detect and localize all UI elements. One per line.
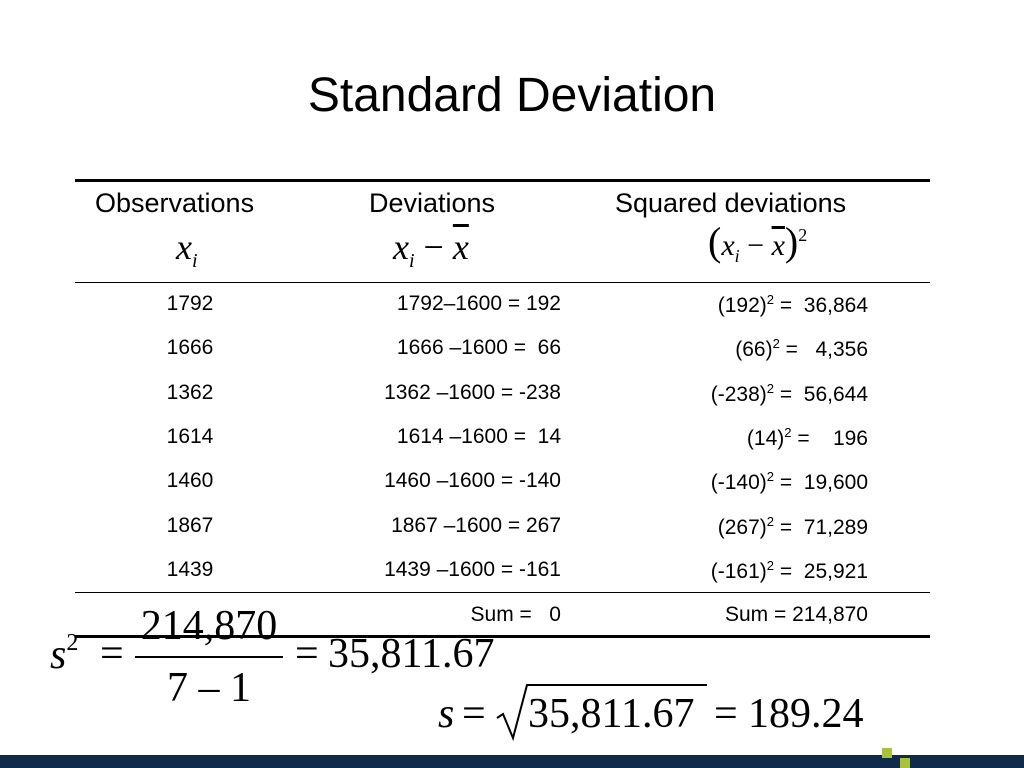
- fraction-bar: [135, 656, 283, 658]
- footer-bar: [0, 755, 1024, 768]
- square-result: = 25,921: [774, 559, 868, 583]
- formula-squared: (xi − x)2: [708, 218, 807, 267]
- subscript: i: [734, 246, 740, 266]
- header-deviations: Deviations: [369, 188, 496, 218]
- square-base: (-238): [710, 382, 767, 406]
- formula-xi: xi: [176, 226, 198, 273]
- square-base: (267): [717, 515, 767, 539]
- equals: =: [100, 631, 124, 677]
- squared-cell: (-161)2 = 25,921: [711, 558, 868, 584]
- squared-cell: (192)2 = 36,864: [718, 292, 868, 318]
- observation-cell: 1362: [166, 380, 214, 404]
- sd-result: 189.24: [748, 691, 864, 737]
- header-squared: Squared deviations: [615, 188, 847, 218]
- square-exponent: 2: [766, 292, 774, 307]
- paren: ): [784, 219, 799, 264]
- square-exponent: 2: [772, 336, 780, 352]
- square-result: = 36,864: [774, 294, 868, 317]
- observation-cell: 1867: [166, 513, 214, 537]
- radicand: 35,811.67: [528, 691, 695, 737]
- square-result: = 196: [791, 426, 868, 450]
- square-exponent: 2: [766, 513, 774, 529]
- radical-sign: [496, 684, 707, 742]
- square-exponent: 2: [766, 469, 774, 485]
- deviation-cell: 1460 –1600 = -140: [384, 469, 561, 493]
- deviation-cell: 1666 –1600 = 66: [396, 336, 561, 360]
- deviation-cell: 1792–1600 = 192: [396, 292, 561, 315]
- observation-cell: 1666: [166, 336, 214, 360]
- observation-cell: 1439: [166, 557, 214, 581]
- equals: =: [295, 631, 319, 677]
- minus: −: [423, 227, 444, 267]
- mean-symbol: x: [452, 227, 469, 267]
- subscript: i: [191, 250, 198, 273]
- square-exponent: 2: [784, 424, 792, 440]
- variance-lhs: s2: [50, 630, 78, 679]
- formula-deviation: xi − x: [393, 226, 469, 273]
- footer-square: [900, 758, 910, 768]
- observation-cell: 1460: [166, 469, 214, 493]
- table-top-rule: [75, 179, 930, 182]
- deviation-cell: 1867 –1600 = 267: [391, 513, 561, 537]
- squared-cell: (267)2 = 71,289: [718, 514, 868, 540]
- square-result: = 19,600: [774, 471, 868, 495]
- square-base: (-140): [710, 471, 767, 495]
- numerator: 214,870: [140, 603, 278, 649]
- square-result: = 56,644: [774, 382, 868, 406]
- exponent: 2: [798, 225, 808, 245]
- denominator: 7 – 1: [167, 665, 251, 711]
- sum-deviations: Sum = 0: [470, 603, 561, 626]
- table-bottom-rule: [75, 635, 930, 638]
- sd-symbol: s: [438, 691, 455, 737]
- symbol: x: [721, 229, 735, 262]
- minus: −: [747, 229, 765, 262]
- header-observations: Observations: [95, 188, 255, 218]
- squared-cell: (14)2 = 196: [747, 425, 868, 451]
- symbol: x: [393, 227, 409, 267]
- footer-square: [882, 748, 892, 758]
- square-result: = 71,289: [774, 515, 868, 539]
- sum-rule: [75, 592, 930, 593]
- square-base: (14): [746, 426, 785, 450]
- variance-result: 35,811.67: [328, 631, 495, 677]
- square-base: (66): [735, 338, 773, 362]
- header-rule: [75, 282, 930, 283]
- observation-cell: 1792: [166, 292, 214, 315]
- deviation-cell: 1614 –1600 = 14: [396, 424, 561, 448]
- square-base: (-161): [710, 559, 767, 583]
- symbol: s: [50, 632, 67, 678]
- square-base: (192): [717, 294, 767, 317]
- square-exponent: 2: [766, 380, 774, 396]
- sum-squares: Sum = 214,870: [724, 603, 868, 626]
- squared-cell: (-238)2 = 56,644: [711, 381, 868, 407]
- square-exponent: 2: [766, 557, 774, 573]
- equals: =: [714, 691, 738, 737]
- deviation-cell: 1362 –1600 = -238: [384, 380, 561, 404]
- mean-symbol: x: [771, 229, 785, 262]
- squared-cell: (66)2 = 4,356: [735, 336, 868, 362]
- deviation-cell: 1439 –1600 = -161: [384, 557, 561, 581]
- squared-cell: (-140)2 = 19,600: [711, 469, 868, 495]
- symbol: x: [176, 227, 192, 267]
- slide-title: Standard Deviation: [307, 69, 717, 122]
- paren: (: [708, 219, 722, 264]
- equals: =: [462, 691, 486, 737]
- subscript: i: [408, 250, 415, 273]
- observation-cell: 1614: [166, 424, 214, 448]
- square-result: = 4,356: [779, 338, 868, 362]
- exponent: 2: [66, 630, 79, 656]
